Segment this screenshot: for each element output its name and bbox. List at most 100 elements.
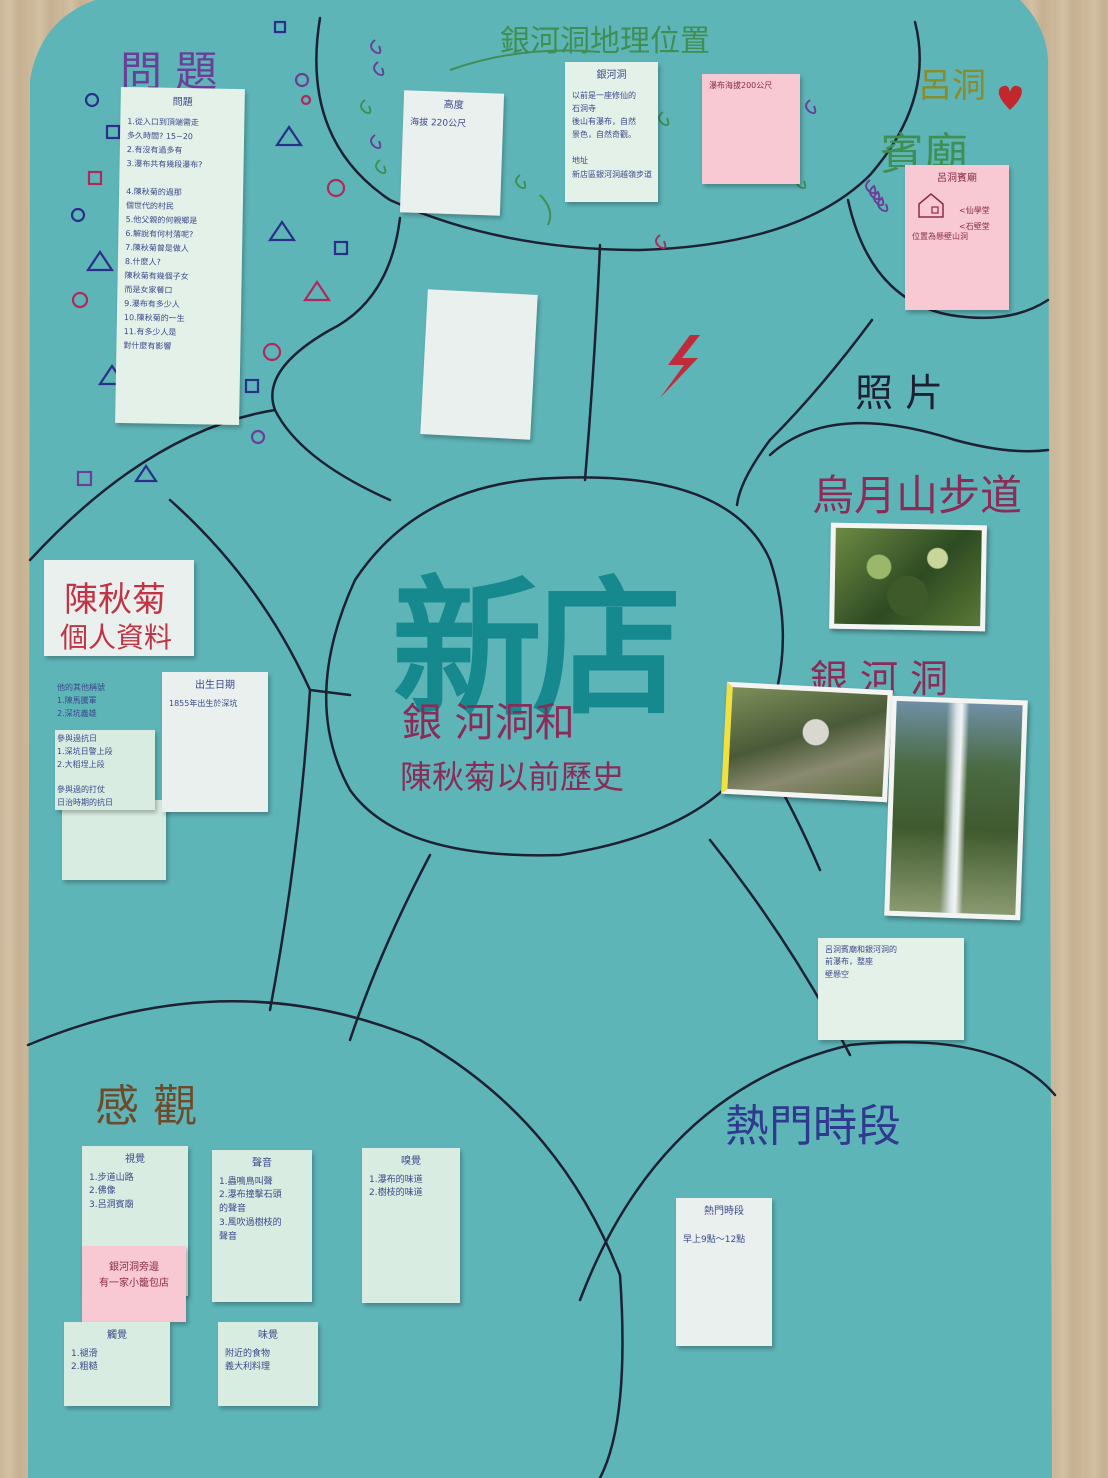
blank-note <box>420 289 538 440</box>
taste-note-title: 味覺 <box>258 1330 278 1341</box>
note-line: 的聲音 <box>219 1204 247 1215</box>
note-line: 而是女家餐口 <box>124 284 173 295</box>
note-line: 義大利料理 <box>225 1362 271 1373</box>
note-line: 對什麼有影響 <box>123 340 172 351</box>
note-line: 3.呂洞賓廟 <box>89 1200 134 1211</box>
height-note: 高度 海拔 220公尺 <box>399 90 505 216</box>
trail-heading: 烏月山步道 <box>812 471 1023 520</box>
cave-info-note: 銀河洞 以前是一座修仙的 石洞寺 後山有瀑布，自然 景色，自然奇觀。 地址 新店… <box>565 62 658 202</box>
touch-note-title: 觸覺 <box>107 1330 127 1341</box>
peak-heading: 熱門時段 <box>725 1101 901 1152</box>
note-line: 附近的食物 <box>225 1348 271 1359</box>
note-line: 壁懸空 <box>825 969 849 979</box>
waterfall-photo <box>884 695 1028 921</box>
height-note-title: 高度 <box>443 99 464 112</box>
note-line: 個世代的村民 <box>125 200 174 211</box>
note-line: 2.瀑布撞擊石頭 <box>219 1190 282 1201</box>
waterfall-note: 瀑布海拔200公尺 <box>702 74 800 184</box>
note-line: 2.有沒有過多有 <box>126 144 183 155</box>
note-line: 5.他父親的何親鄉是 <box>125 214 198 225</box>
note-line: 2.粗糙 <box>71 1362 98 1373</box>
note-line: 聲音 <box>219 1232 238 1243</box>
note-line: 早上9點～12點 <box>683 1234 746 1245</box>
note-line: 參與過的打仗 <box>57 785 105 795</box>
note-line: 陳秋菊有幾個子女 <box>124 270 189 281</box>
note-line: 1.深坑日警上段 <box>57 746 113 756</box>
person-info-note-2 <box>55 730 155 810</box>
peak-note-title: 熱門時段 <box>704 1206 744 1217</box>
note-line: 2.深坑義雄 <box>57 708 97 718</box>
center-title: 新店 <box>392 561 682 737</box>
photos-heading: 照 片 <box>855 371 944 415</box>
temple-info-note: 呂洞賓廟 <仙學堂 <石壁堂 位置為懸壁山洞 <box>905 165 1009 310</box>
center-subtitle-line2: 陳秋菊以前歷史 <box>400 758 625 796</box>
birth-note: 出生日期 1855年出生於深坑 <box>162 672 268 812</box>
note-line: 銀河洞旁邊 <box>109 1262 159 1273</box>
person-info-note: 他的其他稱號 1.陳馬騰軍 2.深坑義雄 參與過抗日 1.深坑日警上段 2.大稻… <box>50 676 154 836</box>
note-line: <仙學堂 <box>959 206 990 215</box>
note-line: 日治時期的抗日 <box>57 798 113 808</box>
note-line: 3.瀑布共有幾段瀑布? <box>126 158 203 169</box>
peak-note: 熱門時段 早上9點～12點 <box>676 1198 772 1346</box>
senses-heading: 感 觀 <box>95 1081 197 1132</box>
person-heading-note: 陳秋菊 個人資料 <box>44 560 194 656</box>
note-line <box>572 141 651 154</box>
note-line: 6.解說有何村落呢? <box>125 228 194 239</box>
note-line: 2.樹枝的味道 <box>369 1188 423 1199</box>
note-line: 8.什麼人? <box>124 256 161 267</box>
sound-note-title: 聲音 <box>252 1158 272 1169</box>
note-line: 1855年出生於深坑 <box>169 698 238 708</box>
note-line: <石壁堂 <box>959 222 990 231</box>
person-heading-line1: 陳秋菊 <box>64 580 166 620</box>
temple-info-title: 呂洞賓廟 <box>937 173 977 184</box>
note-line: 1.褪滑 <box>71 1348 98 1359</box>
shop-note: 銀河洞旁邊 有一家小籠包店 <box>82 1246 186 1322</box>
note-line: 多久時間? 15~20 <box>127 130 194 141</box>
note-line: 新店區銀河洞越嶺步道 <box>572 169 652 179</box>
note-line: 1.陳馬騰軍 <box>57 695 97 705</box>
touch-note: 觸覺 1.褪滑 2.粗糙 <box>64 1322 170 1406</box>
smell-note: 嗅覺 1.瀑布的味道 2.樹枝的味道 <box>362 1148 460 1303</box>
note-line: 2.大稻埕上段 <box>57 759 105 769</box>
note-line <box>57 720 147 733</box>
house-icon <box>918 192 944 218</box>
note-line: 1.步道山路 <box>89 1172 134 1183</box>
person-info-note-3 <box>62 800 166 880</box>
note-line: 9.瀑布有多少人 <box>124 298 180 309</box>
questions-note: 問題 1.從入口到頂端需走 多久時間? 15~20 2.有沒有過多有 3.瀑布共… <box>115 86 245 426</box>
note-line: 他的其他稱號 <box>57 683 105 692</box>
note-line: 以前是一座修仙的 <box>572 90 636 100</box>
note-line: 位置為懸壁山洞 <box>912 231 968 241</box>
birth-note-title: 出生日期 <box>195 680 235 691</box>
note-line: 海拔 220公尺 <box>409 117 467 129</box>
note-line <box>57 772 147 785</box>
sight-note-title: 視覺 <box>125 1154 145 1165</box>
note-line: 2.佛像 <box>89 1186 116 1197</box>
note-line: 有一家小籠包店 <box>99 1277 169 1289</box>
note-line: 景色，自然奇觀。 <box>572 130 636 140</box>
note-line: 後山有瀑布，自然 <box>572 116 636 126</box>
taste-note: 味覺 附近的食物 義大利料理 <box>218 1322 318 1406</box>
note-line: 11.有多少人是 <box>123 326 177 337</box>
note-line: 7.陳秋菊曾是做人 <box>125 242 189 253</box>
questions-note-title: 問題 <box>172 96 193 109</box>
sound-note: 聲音 1.蟲鳴鳥叫聲 2.瀑布撞擊石頭 的聲音 3.風吹過樹枝的 聲音 <box>212 1150 312 1302</box>
note-line: 石洞寺 <box>572 103 596 113</box>
cave-info-title: 銀河洞 <box>596 70 627 81</box>
note-line: 前瀑布，整座 <box>825 957 873 967</box>
note-line: 1.從入口到頂端需走 <box>127 116 200 127</box>
note-line: 3.風吹過樹枝的 <box>219 1218 282 1229</box>
trail-photo <box>829 522 987 632</box>
temple-heading-line1: 呂洞 <box>918 66 986 106</box>
smell-note-title: 嗅覺 <box>401 1156 421 1167</box>
note-line: 呂洞賓廟和銀河洞的 <box>825 945 897 954</box>
note-line: 參與過抗日 <box>57 734 97 744</box>
center-subtitle-line1: 銀 河洞和 <box>402 700 575 746</box>
cave-photo <box>721 681 893 803</box>
note-line: 1.瀑布的味道 <box>369 1174 423 1185</box>
note-line: 地址 <box>572 156 588 166</box>
note-line: 瀑布海拔200公尺 <box>709 81 773 90</box>
note-line: 4.陳秋菊的過那 <box>126 186 182 197</box>
person-heading-line2: 個人資料 <box>60 621 173 654</box>
note-line: 10.陳秋菊的一生 <box>123 312 185 323</box>
